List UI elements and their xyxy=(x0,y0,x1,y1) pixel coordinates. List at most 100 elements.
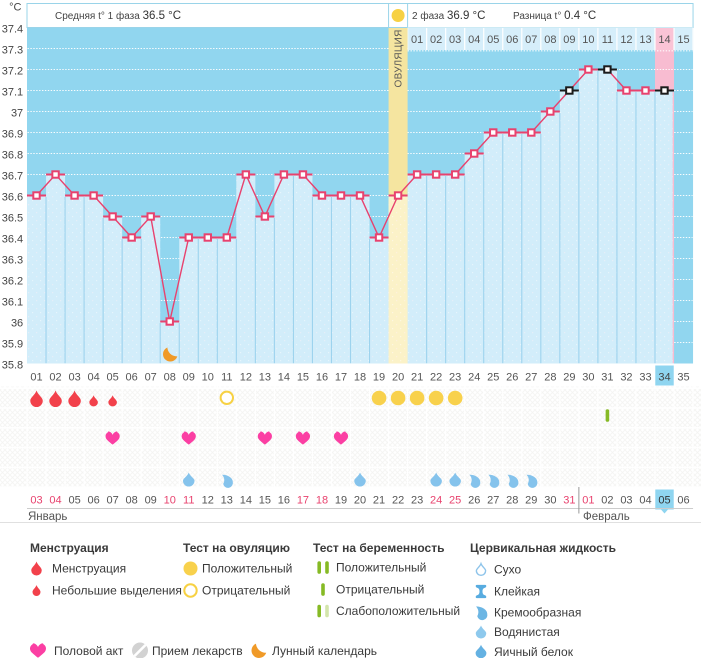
svg-text:05: 05 xyxy=(658,495,670,507)
svg-text:36.4: 36.4 xyxy=(2,233,23,245)
svg-text:03: 03 xyxy=(620,495,632,507)
svg-text:13: 13 xyxy=(639,34,651,46)
svg-text:03: 03 xyxy=(449,34,461,46)
svg-text:Небольшие выделения: Небольшие выделения xyxy=(52,584,182,598)
svg-text:16: 16 xyxy=(316,371,328,383)
svg-text:Цервикальная жидкость: Цервикальная жидкость xyxy=(470,541,616,555)
svg-text:35: 35 xyxy=(677,371,689,383)
svg-text:19: 19 xyxy=(335,495,347,507)
svg-text:23: 23 xyxy=(449,371,461,383)
svg-text:36.1: 36.1 xyxy=(2,296,23,308)
svg-text:07: 07 xyxy=(145,371,157,383)
svg-text:Средняя t° 1 фаза 36.5 °C: Средняя t° 1 фаза 36.5 °C xyxy=(55,10,181,22)
svg-text:17: 17 xyxy=(335,371,347,383)
svg-text:36.8: 36.8 xyxy=(2,149,23,161)
svg-text:36.2: 36.2 xyxy=(2,275,23,287)
svg-text:Отрицательный: Отрицательный xyxy=(336,583,424,597)
svg-text:Лунный календарь: Лунный календарь xyxy=(272,644,377,658)
svg-text:10: 10 xyxy=(582,34,594,46)
svg-text:08: 08 xyxy=(544,34,556,46)
svg-text:06: 06 xyxy=(506,34,518,46)
svg-text:17: 17 xyxy=(297,495,309,507)
svg-text:01: 01 xyxy=(30,371,42,383)
svg-text:15: 15 xyxy=(297,371,309,383)
svg-text:30: 30 xyxy=(544,495,556,507)
svg-text:32: 32 xyxy=(620,371,632,383)
svg-text:Положительный: Положительный xyxy=(336,561,426,575)
svg-text:29: 29 xyxy=(563,371,575,383)
svg-text:Разница t° 0.4 °C: Разница t° 0.4 °C xyxy=(513,10,596,22)
svg-text:37.1: 37.1 xyxy=(2,86,23,98)
svg-text:Прием лекарств: Прием лекарств xyxy=(152,644,243,658)
svg-text:26: 26 xyxy=(506,371,518,383)
svg-text:08: 08 xyxy=(126,495,138,507)
svg-text:36.3: 36.3 xyxy=(2,254,23,266)
svg-text:25: 25 xyxy=(487,371,499,383)
svg-text:03: 03 xyxy=(68,371,80,383)
svg-text:25: 25 xyxy=(449,495,461,507)
svg-text:19: 19 xyxy=(373,371,385,383)
svg-text:36.5: 36.5 xyxy=(2,212,23,224)
svg-text:Клейкая: Клейкая xyxy=(494,585,540,599)
svg-text:02: 02 xyxy=(49,371,61,383)
svg-text:28: 28 xyxy=(544,371,556,383)
svg-text:04: 04 xyxy=(468,34,480,46)
svg-text:Яичный белок: Яичный белок xyxy=(494,645,574,658)
svg-text:Половой акт: Половой акт xyxy=(54,644,124,658)
svg-text:01: 01 xyxy=(582,495,594,507)
svg-text:12: 12 xyxy=(620,34,632,46)
svg-text:14: 14 xyxy=(658,34,670,46)
svg-text:33: 33 xyxy=(639,371,651,383)
svg-text:Отрицательный: Отрицательный xyxy=(202,584,290,598)
svg-text:14: 14 xyxy=(278,371,290,383)
svg-text:05: 05 xyxy=(68,495,80,507)
svg-text:06: 06 xyxy=(677,495,689,507)
svg-text:23: 23 xyxy=(411,495,423,507)
svg-text:20: 20 xyxy=(392,371,404,383)
svg-text:24: 24 xyxy=(430,495,442,507)
svg-text:04: 04 xyxy=(639,495,651,507)
svg-text:37.2: 37.2 xyxy=(2,65,23,77)
svg-text:31: 31 xyxy=(601,371,613,383)
svg-text:26: 26 xyxy=(468,495,480,507)
svg-text:37: 37 xyxy=(11,107,23,119)
svg-text:36.7: 36.7 xyxy=(2,170,23,182)
svg-text:10: 10 xyxy=(164,495,176,507)
svg-text:15: 15 xyxy=(259,495,271,507)
svg-text:24: 24 xyxy=(468,371,480,383)
svg-text:21: 21 xyxy=(373,495,385,507)
svg-text:09: 09 xyxy=(563,34,575,46)
svg-text:31: 31 xyxy=(563,495,575,507)
svg-text:Февраль: Февраль xyxy=(583,511,630,523)
svg-text:09: 09 xyxy=(183,371,195,383)
svg-text:02: 02 xyxy=(430,34,442,46)
svg-text:08: 08 xyxy=(164,371,176,383)
svg-text:18: 18 xyxy=(354,371,366,383)
svg-text:10: 10 xyxy=(202,371,214,383)
svg-text:01: 01 xyxy=(411,34,423,46)
svg-text:37.4: 37.4 xyxy=(2,23,23,35)
svg-text:Менструация: Менструация xyxy=(52,562,126,576)
svg-text:11: 11 xyxy=(602,34,613,46)
svg-text:03: 03 xyxy=(30,495,42,507)
svg-text:27: 27 xyxy=(487,495,499,507)
svg-text:15: 15 xyxy=(677,34,689,46)
svg-text:Водянистая: Водянистая xyxy=(494,625,560,639)
svg-text:Кремообразная: Кремообразная xyxy=(494,606,581,620)
svg-text:27: 27 xyxy=(525,371,537,383)
svg-text:Слабоположительный: Слабоположительный xyxy=(336,604,460,618)
svg-text:07: 07 xyxy=(107,495,119,507)
svg-text:16: 16 xyxy=(278,495,290,507)
svg-text:04: 04 xyxy=(49,495,61,507)
svg-text:11: 11 xyxy=(221,371,232,383)
svg-text:°C: °C xyxy=(9,2,21,14)
svg-text:12: 12 xyxy=(202,495,214,507)
svg-text:05: 05 xyxy=(107,371,119,383)
svg-text:Январь: Январь xyxy=(28,511,67,523)
svg-text:2 фаза 36.9 °C: 2 фаза 36.9 °C xyxy=(412,10,485,22)
svg-text:22: 22 xyxy=(430,371,442,383)
svg-text:35.9: 35.9 xyxy=(2,338,23,350)
svg-text:ОВУЛЯЦИЯ: ОВУЛЯЦИЯ xyxy=(394,29,405,87)
svg-text:34: 34 xyxy=(658,371,670,383)
svg-text:36: 36 xyxy=(11,317,23,329)
